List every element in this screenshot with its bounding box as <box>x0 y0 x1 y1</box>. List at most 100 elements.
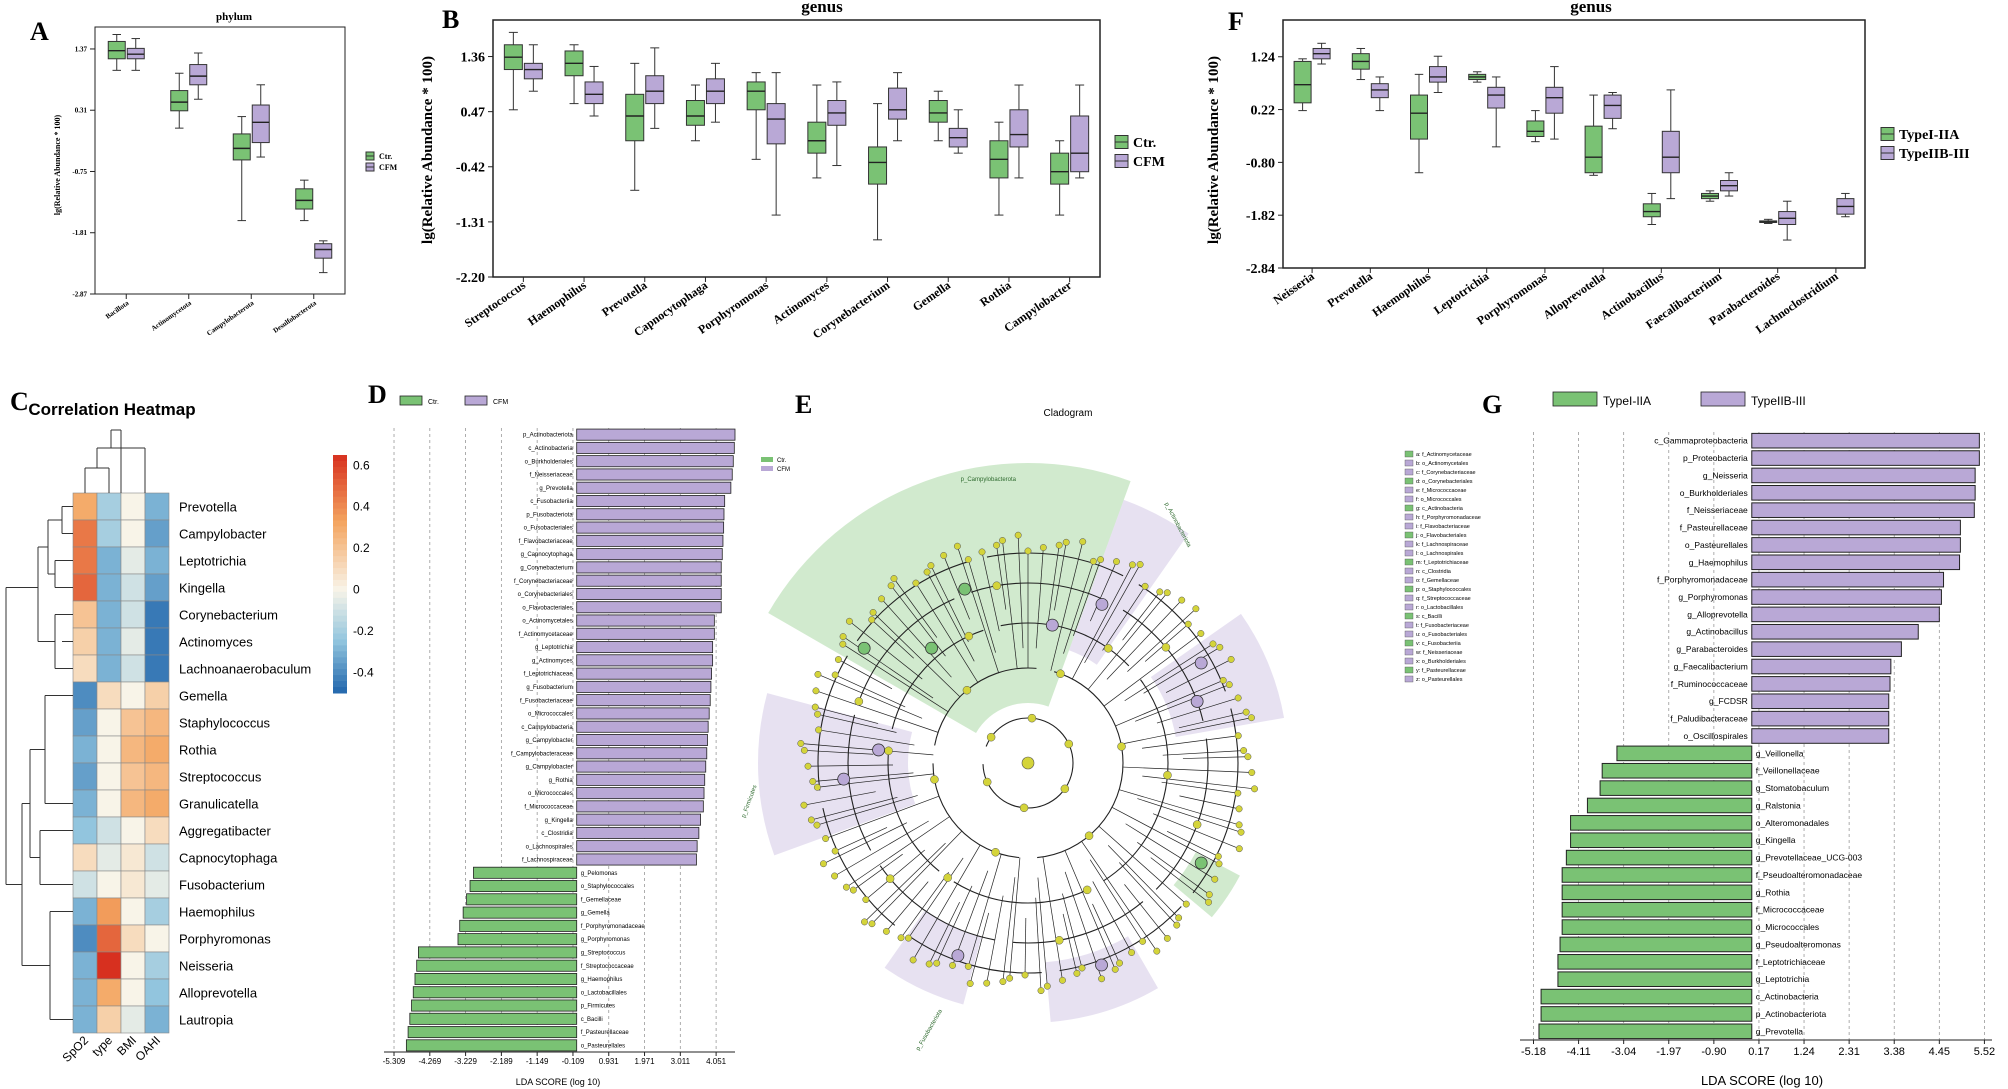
panel-b-xtick-label: Rothia <box>977 278 1013 309</box>
heatmap-row-label: Prevotella <box>179 500 238 515</box>
clade-node <box>940 552 948 559</box>
clade-key-swatch <box>1404 450 1414 458</box>
colorbar-segment <box>333 556 347 563</box>
panel-b-xtick-label: Gemella <box>910 278 953 314</box>
panel-d-xtick-label: 4.051 <box>706 1057 727 1066</box>
clade-key-label: p: o_Staphylococcales <box>1416 587 1471 593</box>
panel-d-bar <box>576 521 725 534</box>
clade-key-swatch <box>1404 477 1414 485</box>
heatmap-cell <box>120 546 146 575</box>
panel-d-bar <box>576 601 722 614</box>
panel-d-legend-swatch <box>399 395 423 406</box>
colorbar-segment <box>333 657 347 664</box>
clade-key-swatch <box>1404 549 1414 557</box>
panel-a-ytick-label: 1.37 <box>75 45 88 53</box>
clade-branch <box>1050 538 1084 671</box>
heatmap-cell <box>72 762 98 791</box>
colorbar-segment <box>333 550 347 557</box>
panel-g-bar-label: g_Veillonella <box>1756 748 1804 758</box>
heatmap-cell <box>72 951 98 980</box>
clade-branch <box>797 742 934 756</box>
heatmap-cell <box>72 924 98 953</box>
panel-g-bar-label: g_Prevotella <box>1756 1026 1804 1036</box>
panel-g-bar <box>1599 780 1753 796</box>
clade-node <box>868 616 876 624</box>
panel-d-bar <box>576 641 714 654</box>
panel-d-bar <box>576 747 708 760</box>
clade-node <box>1113 558 1120 566</box>
panel-d-bar-label: f_Fusobacteriaceae <box>520 698 573 704</box>
panel-d-xtick-label: -1.149 <box>526 1057 549 1066</box>
heatmap-cell <box>96 546 122 575</box>
panel-g-bar-label: g_Rothia <box>1756 887 1790 897</box>
colorbar-segment <box>333 538 347 545</box>
heatmap-cell <box>72 708 98 737</box>
heatmap-cell <box>144 519 170 548</box>
clade-branch <box>850 853 903 893</box>
clade-node <box>1163 934 1171 942</box>
panel-a-box-cfm <box>189 64 208 86</box>
clade-highlight-node <box>872 743 885 757</box>
panel-d-bar <box>459 919 578 932</box>
clade-node <box>1234 789 1242 797</box>
clade-node <box>831 847 839 855</box>
heatmap-row-label: Capnocytophaga <box>179 851 278 866</box>
clade-key-swatch <box>1404 603 1414 611</box>
panel-letter-g: G <box>1482 390 1502 419</box>
clade-node <box>1064 739 1074 749</box>
clade-node <box>815 726 823 734</box>
panel-e-title: Cladogram <box>1044 408 1093 419</box>
clade-key-label: g: c_Actinobacteria <box>1416 506 1464 512</box>
clade-branch <box>956 543 999 673</box>
clade-branch <box>1150 857 1212 905</box>
panel-b-boxplot: 1.360.47-0.42-1.31-2.20StreptococcusHaem… <box>456 19 1165 341</box>
clade-node <box>1214 852 1222 860</box>
panel-b-box-cfm <box>1070 115 1090 173</box>
panel-d-bar-label: c_Actinobacteria <box>528 446 573 452</box>
panel-g-bar <box>1751 554 1961 571</box>
clade-node <box>925 960 933 968</box>
heatmap-row-label: Campylobacter <box>179 527 267 542</box>
colorbar-segment <box>333 645 347 652</box>
panel-b-box-ctr <box>746 81 766 111</box>
colorbar-segment <box>333 490 347 498</box>
clade-node <box>904 934 912 942</box>
clade-branch <box>1142 775 1258 790</box>
clade-key-label: x: o_Burkholderiales <box>1416 659 1466 665</box>
panel-d-bar-label: g_Campylobacter <box>526 765 573 771</box>
panel-g-bar-label: o_Burkholderiales <box>1680 488 1748 498</box>
clade-branch <box>835 657 893 690</box>
colorbar-segment <box>333 585 347 593</box>
clade-node <box>804 762 812 770</box>
colorbar-segment <box>333 627 347 634</box>
clade-key-label: s: c_Bacilli <box>1416 614 1442 620</box>
clade-branch <box>1152 813 1243 851</box>
clade-highlight-node <box>1194 656 1208 670</box>
clade-key-swatch <box>1404 621 1414 629</box>
clade-branch <box>1063 558 1095 654</box>
panel-d-bar <box>469 880 578 893</box>
heatmap-row-label: Granulicatella <box>179 797 259 812</box>
clade-node <box>1039 544 1047 551</box>
heatmap-row-label: Kingella <box>179 581 226 596</box>
panel-d-bar-label: f_Corynebacteriaceae <box>514 579 573 585</box>
heatmap-row-label: Alloprevotella <box>179 986 258 1001</box>
clade-node <box>814 710 822 718</box>
colorbar-segment <box>333 639 347 646</box>
clade-node <box>1128 561 1136 569</box>
heatmap-cell <box>120 951 146 980</box>
clade-node <box>1192 820 1202 829</box>
clade-sector-label: p_Firmicutes <box>741 784 758 818</box>
panel-g-bar-label: o_Micrococcales <box>1756 922 1819 932</box>
panel-g-xtick-label: -0.90 <box>1701 1046 1726 1058</box>
heatmap-cell <box>72 789 98 818</box>
colorbar-tick-label: 0.2 <box>353 541 370 555</box>
panel-d-bar-label: o_Staphylococcales <box>581 884 634 890</box>
clade-branch <box>1144 621 1191 662</box>
panel-d-bar-label: f_Leptotrichiaceae <box>524 672 574 678</box>
colorbar-tick-label: 0 <box>353 583 360 597</box>
colorbar-segment <box>333 466 347 474</box>
clade-legend-swatch <box>761 457 773 462</box>
clade-key-swatch <box>1404 558 1414 566</box>
heatmap-cell <box>72 492 98 521</box>
